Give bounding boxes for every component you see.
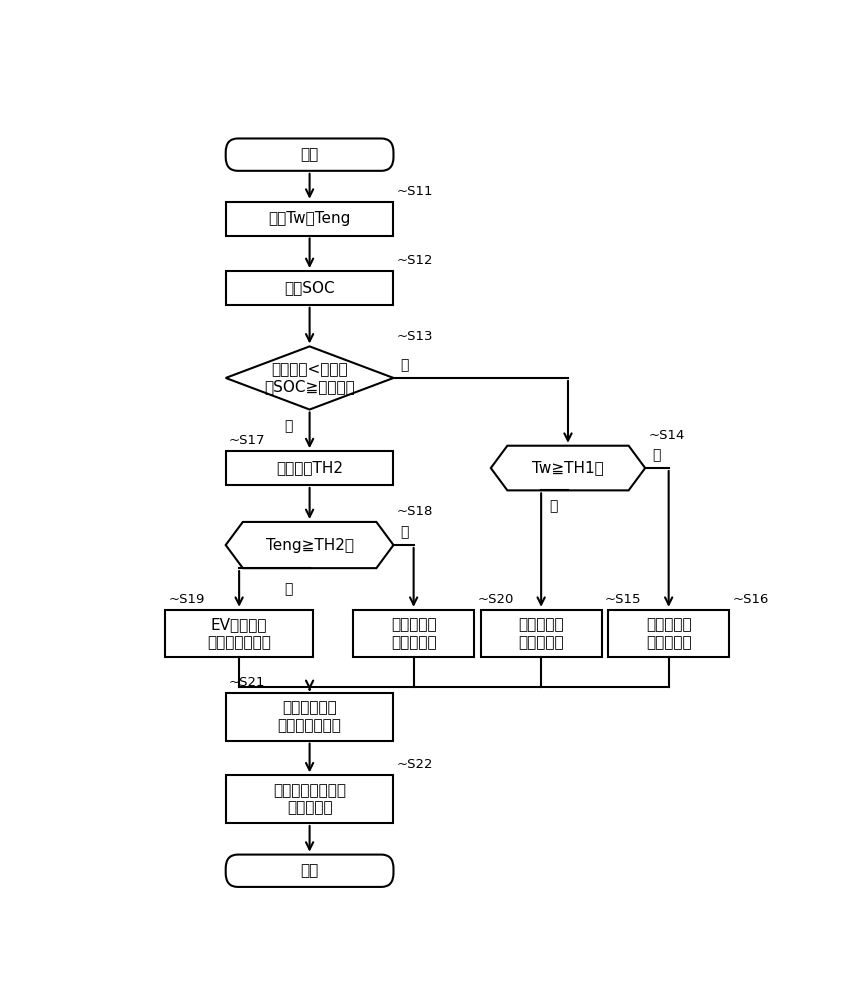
Text: 否: 否 [652,448,660,462]
Text: ~S19: ~S19 [169,593,205,606]
Bar [226,775,393,823]
Bar [226,693,393,741]
Bar [608,610,729,657]
Text: ~S16: ~S16 [733,593,769,606]
Text: 行驶负荷<规定值
且SOC≧规定值？: 行驶负荷<规定值 且SOC≧规定值？ [264,362,355,394]
Text: EV模式下的
发动机废热供暖: EV模式下的 发动机废热供暖 [207,617,271,650]
Text: ~S14: ~S14 [649,429,685,442]
Text: 否: 否 [400,358,409,372]
Text: 获取SOC: 获取SOC [284,280,335,295]
Bar [165,610,313,657]
Text: 是: 是 [550,500,558,514]
FancyBboxPatch shape [226,855,393,887]
Text: 发动机启动
电供暖启动: 发动机启动 电供暖启动 [646,617,691,650]
Text: 结束: 结束 [301,863,319,878]
Text: Teng≧TH2？: Teng≧TH2？ [266,538,353,553]
Text: ~S15: ~S15 [604,593,642,606]
Text: 获取Tw、Teng: 获取Tw、Teng [268,211,351,226]
Text: Tw≧TH1？: Tw≧TH1？ [532,461,604,476]
Text: 是: 是 [284,419,293,433]
Text: ~S21: ~S21 [229,676,266,689]
Text: 是: 是 [284,582,293,596]
Text: ~S20: ~S20 [477,593,514,606]
Bar [226,271,393,305]
Text: 开始: 开始 [301,147,319,162]
Text: ~S11: ~S11 [397,185,433,198]
Polygon shape [491,446,645,490]
FancyBboxPatch shape [226,138,393,171]
Polygon shape [226,346,393,410]
Text: ~S12: ~S12 [397,254,433,267]
Text: ~S22: ~S22 [397,758,433,771]
Text: ~S17: ~S17 [229,434,266,447]
Polygon shape [226,522,393,568]
Text: 设定阈值TH2: 设定阈值TH2 [276,461,343,476]
Text: 计算冷却水流量、
鼓风机风量: 计算冷却水流量、 鼓风机风量 [273,783,346,815]
Bar [353,610,474,657]
Text: ~S13: ~S13 [397,330,433,343]
Bar [481,610,602,657]
Text: 否: 否 [400,525,409,539]
Text: 计算发动机、
热泵的指令输出: 计算发动机、 热泵的指令输出 [278,701,341,733]
Text: ~S18: ~S18 [397,505,433,518]
Bar [226,451,393,485]
Text: 发动机启动
电供暖关闭: 发动机启动 电供暖关闭 [519,617,564,650]
Bar [226,202,393,235]
Text: 发动机关闭
电供暖启动: 发动机关闭 电供暖启动 [391,617,436,650]
